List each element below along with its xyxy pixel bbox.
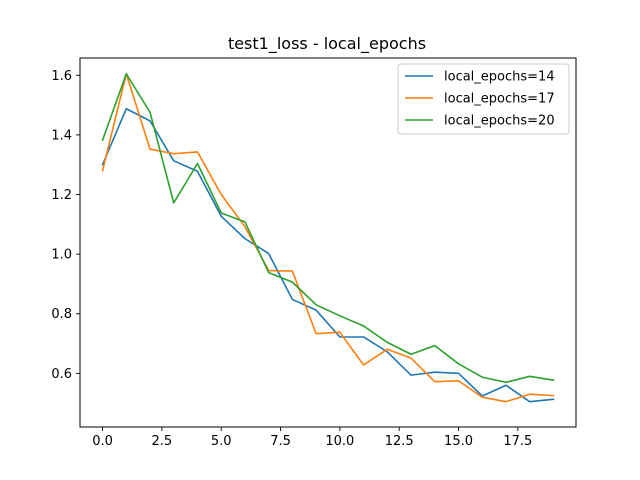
legend: local_epochs=14 local_epochs=17 local_epoc…	[397, 63, 570, 135]
y-tick-label: 1.2	[51, 188, 72, 203]
x-tick-label: 10.0	[325, 434, 354, 449]
plot-frame	[79, 57, 577, 428]
legend-label-2: local_epochs=17	[444, 92, 555, 107]
y-tick-label: 1.4	[51, 128, 72, 143]
series-line-3	[101, 73, 555, 384]
y-tick-label: 0.8	[51, 307, 72, 322]
legend-label-1: local_epochs=14	[444, 70, 555, 85]
y-tick-label: 1.6	[51, 69, 72, 84]
chart-title: test1_loss - local_epochs	[228, 34, 426, 54]
x-tick-label: 12.5	[385, 434, 414, 449]
series-line-2	[101, 73, 555, 403]
legend-box	[397, 63, 570, 135]
x-axis: 0.0 2.5 5.0 7.5 10.0 12.5 15.0 17.5	[92, 427, 532, 449]
y-axis: 0.6 0.8 1.0 1.2 1.4 1.6	[51, 69, 80, 382]
series-line-1	[101, 107, 555, 403]
legend-label-3: local_epochs=20	[444, 114, 555, 129]
x-tick-label: 15.0	[444, 434, 473, 449]
y-tick-label: 0.6	[51, 367, 72, 382]
x-tick-label: 5.0	[211, 434, 232, 449]
x-tick-label: 2.5	[152, 434, 173, 449]
y-tick-label: 1.0	[51, 248, 72, 263]
x-tick-label: 7.5	[270, 434, 291, 449]
x-tick-label: 17.5	[503, 434, 532, 449]
x-tick-label: 0.0	[92, 434, 113, 449]
plot-lines	[101, 73, 555, 403]
